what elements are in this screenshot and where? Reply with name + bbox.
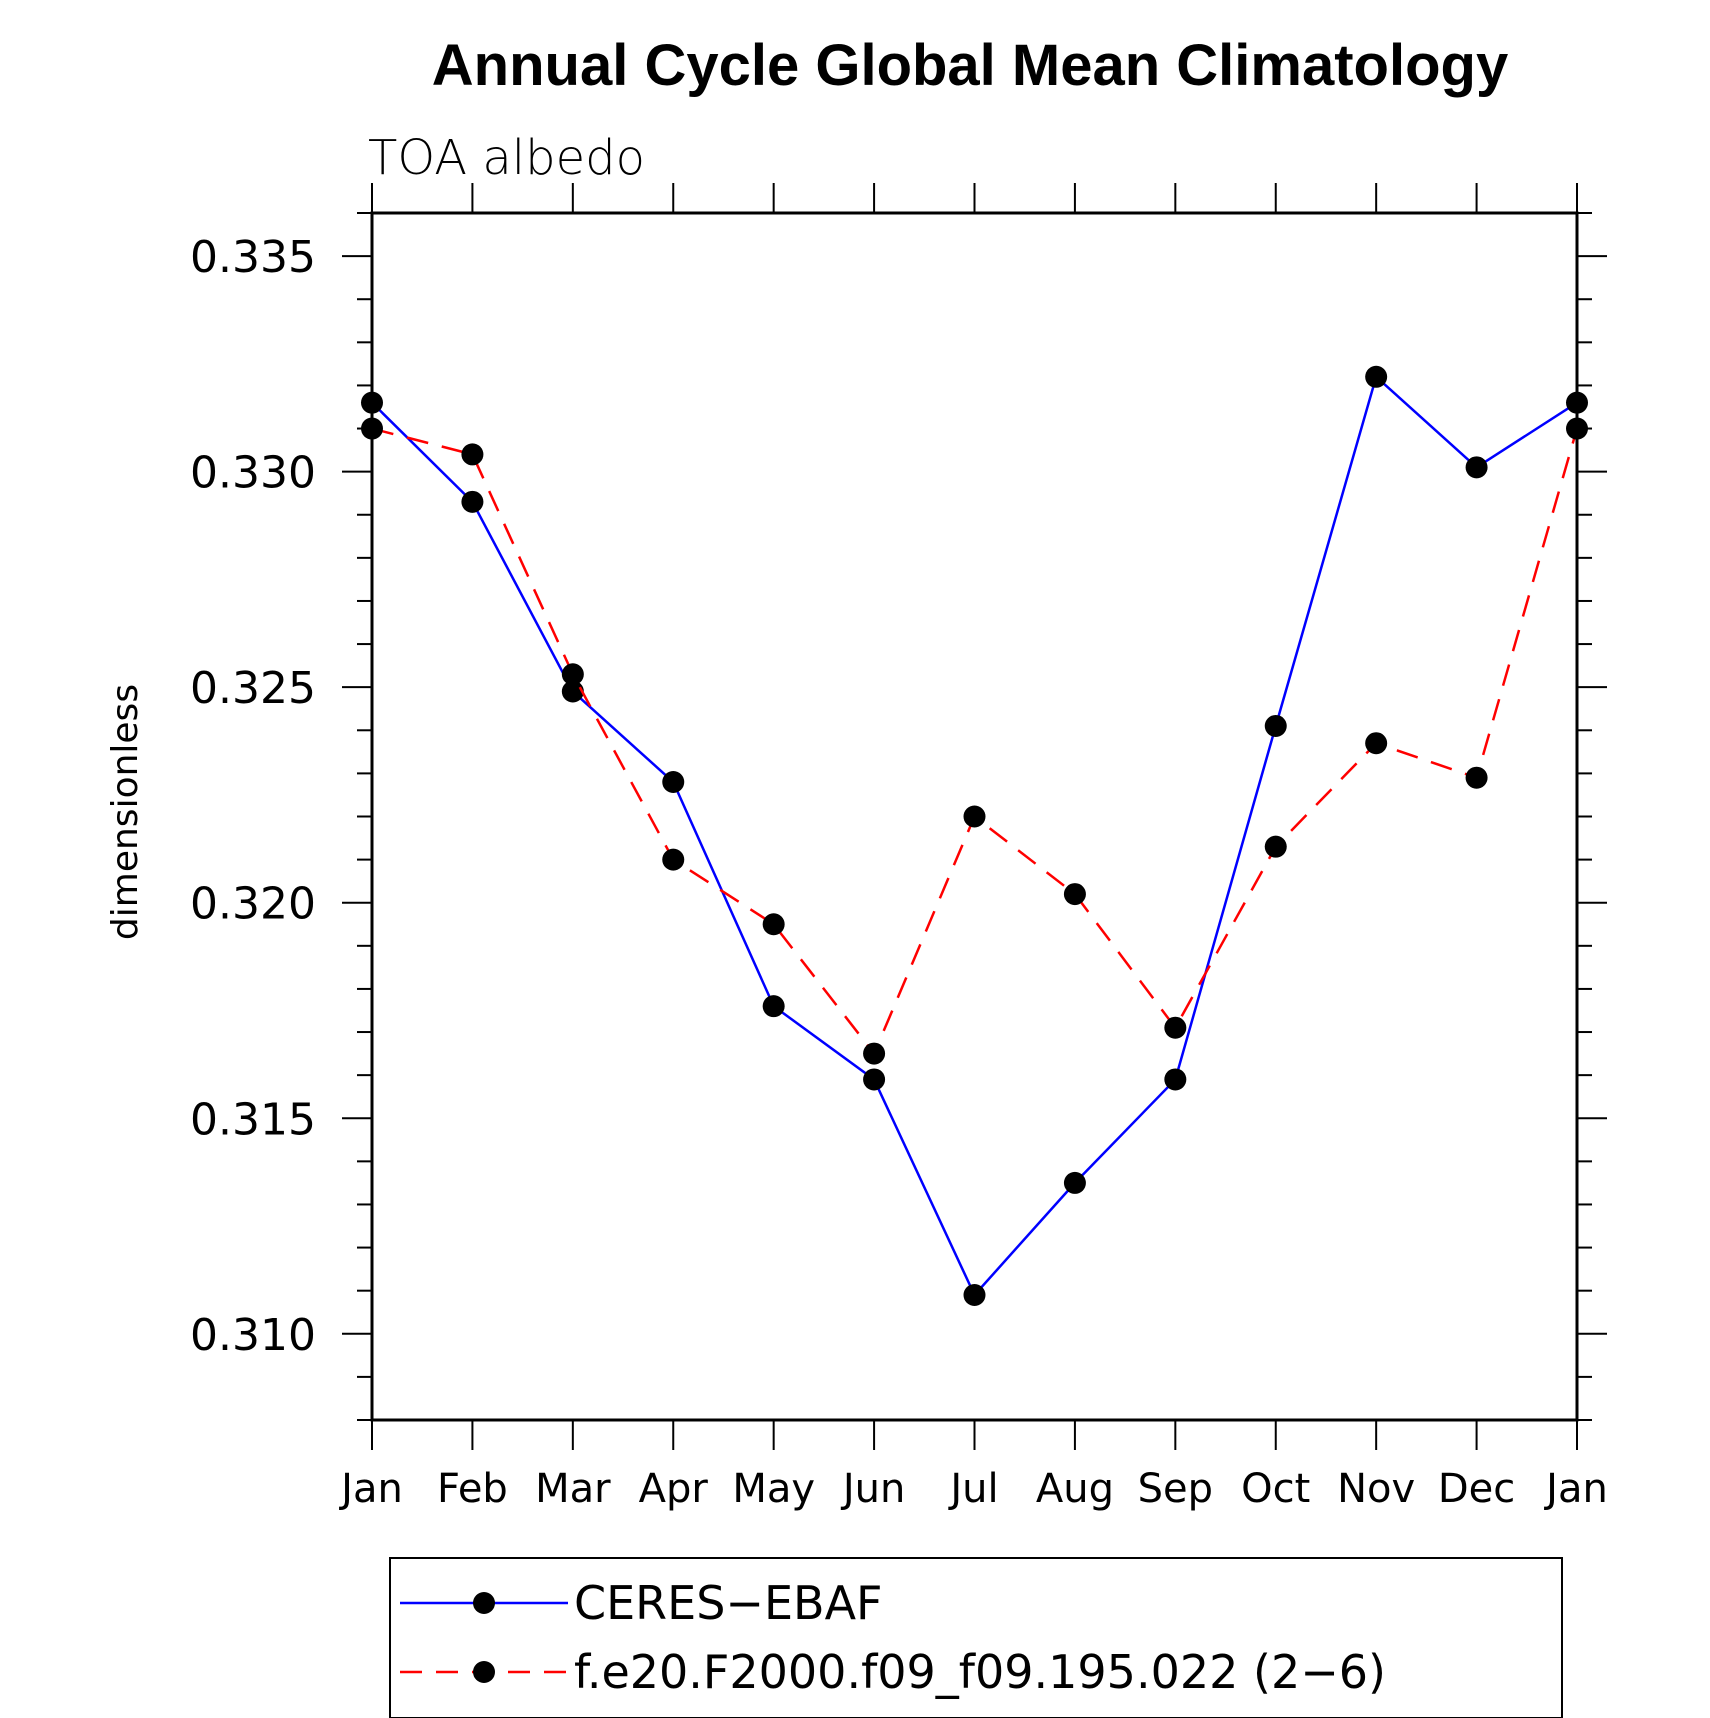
legend-marker-ceres: [473, 1592, 495, 1614]
x-tick-label: Jan: [338, 1466, 403, 1512]
data-point: [863, 1042, 886, 1065]
data-point: [963, 805, 986, 828]
series-layer: [361, 365, 1588, 1306]
x-tick-label: Nov: [1337, 1466, 1415, 1512]
data-point: [1264, 714, 1287, 737]
series-line: [371, 427, 1579, 1057]
data-point: [1365, 365, 1388, 388]
data-point: [1164, 1068, 1187, 1091]
data-point: [461, 443, 484, 466]
legend-box: [389, 1557, 1563, 1718]
legend-label-model: f.e20.F2000.f09_f09.195.022 (2−6): [574, 1645, 1386, 1699]
y-tick-label: 0.335: [190, 232, 316, 283]
series-line: [371, 374, 1578, 1298]
x-tick-label: May: [732, 1466, 815, 1512]
chart-subtitle: TOA albedo: [368, 130, 645, 186]
data-point: [1566, 417, 1588, 440]
x-tick-label: Jan: [1543, 1466, 1608, 1512]
legend-label-ceres: CERES−EBAF: [574, 1576, 883, 1630]
y-tick-label: 0.320: [190, 879, 316, 930]
data-point: [1264, 835, 1287, 858]
data-point: [863, 1068, 886, 1091]
y-tick-label: 0.315: [190, 1094, 316, 1145]
data-point: [963, 1283, 986, 1306]
data-point: [461, 490, 484, 513]
x-tick-label: Apr: [639, 1466, 709, 1512]
data-point: [561, 663, 584, 686]
y-axis-label: dimensionless: [105, 684, 146, 940]
data-point: [1566, 391, 1588, 414]
data-point: [1164, 1016, 1187, 1039]
x-axis-ticks: Jan Feb Mar Apr May Jun Jul Aug Sep Oct Nov Dec Jan: [338, 183, 1608, 1512]
data-point: [762, 995, 785, 1018]
data-point: [1465, 766, 1488, 789]
data-point: [1063, 883, 1086, 906]
y-tick-label: 0.310: [190, 1310, 316, 1361]
legend-marker-model: [473, 1661, 495, 1683]
x-tick-label: Sep: [1138, 1466, 1213, 1512]
x-tick-label: Oct: [1241, 1466, 1310, 1512]
data-point: [1063, 1171, 1086, 1194]
data-point: [361, 417, 383, 440]
y-tick-label: 0.330: [190, 448, 316, 499]
series-1: [361, 417, 1588, 1065]
data-point: [662, 848, 685, 871]
y-axis-ticks: 0.310 0.315 0.320 0.325 0.330 0.335: [190, 212, 1607, 1421]
data-point: [762, 913, 785, 936]
data-point: [1465, 456, 1488, 479]
x-tick-label: Feb: [437, 1466, 508, 1512]
data-point: [1365, 732, 1388, 755]
data-point: [561, 680, 584, 703]
x-tick-label: Mar: [535, 1466, 611, 1512]
legend: CERES−EBAF f.e20.F2000.f09_f09.195.022 (…: [389, 1557, 1563, 1718]
x-tick-label: Jun: [840, 1466, 906, 1512]
x-tick-label: Aug: [1036, 1466, 1114, 1512]
chart-title: Annual Cycle Global Mean Climatology: [432, 33, 1508, 98]
data-point: [662, 771, 685, 794]
series-0: [361, 365, 1588, 1306]
data-point: [361, 391, 383, 414]
x-tick-label: Jul: [947, 1466, 998, 1512]
y-tick-label: 0.325: [190, 663, 316, 714]
x-tick-label: Dec: [1438, 1466, 1515, 1512]
